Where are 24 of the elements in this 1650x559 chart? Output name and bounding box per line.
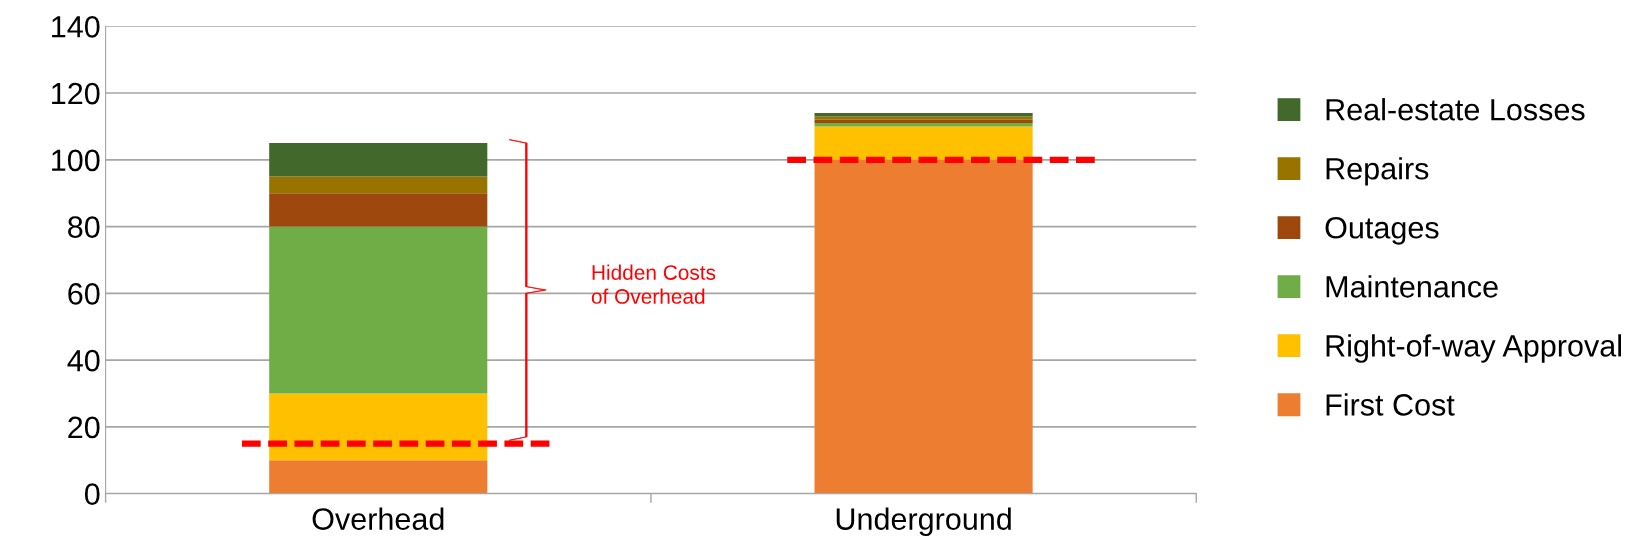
legend-label: Maintenance	[1326, 275, 1498, 298]
legend-label: First Cost	[1326, 393, 1455, 416]
legend-label: Outages	[1325, 216, 1439, 245]
bar	[269, 460, 488, 494]
bar	[269, 176, 488, 194]
y-tick-label: 20	[68, 416, 100, 439]
y-tick-label: 100	[52, 149, 100, 172]
y-tick-label: 140	[52, 16, 100, 38]
legend-label: Right-of-way Approval	[1326, 334, 1621, 363]
y-tick-label: 60	[68, 283, 100, 305]
y-tick-label: 0	[84, 483, 100, 505]
x-tick-label: Underground	[836, 507, 1011, 536]
y-tick-label: 120	[52, 82, 100, 105]
legend-label: Real-estate Losses	[1326, 98, 1585, 121]
y-tick-label: 80	[68, 216, 100, 238]
bar	[269, 143, 488, 177]
y-tick-label: 40	[67, 349, 100, 372]
x-tick-label: Overhead	[312, 507, 444, 530]
bar	[814, 119, 1033, 124]
legend-label: Repairs	[1326, 157, 1429, 186]
bar	[269, 193, 488, 227]
bar	[814, 123, 1033, 127]
annotation: Hidden Costs of Overhead	[591, 264, 716, 304]
bar	[269, 226, 488, 394]
